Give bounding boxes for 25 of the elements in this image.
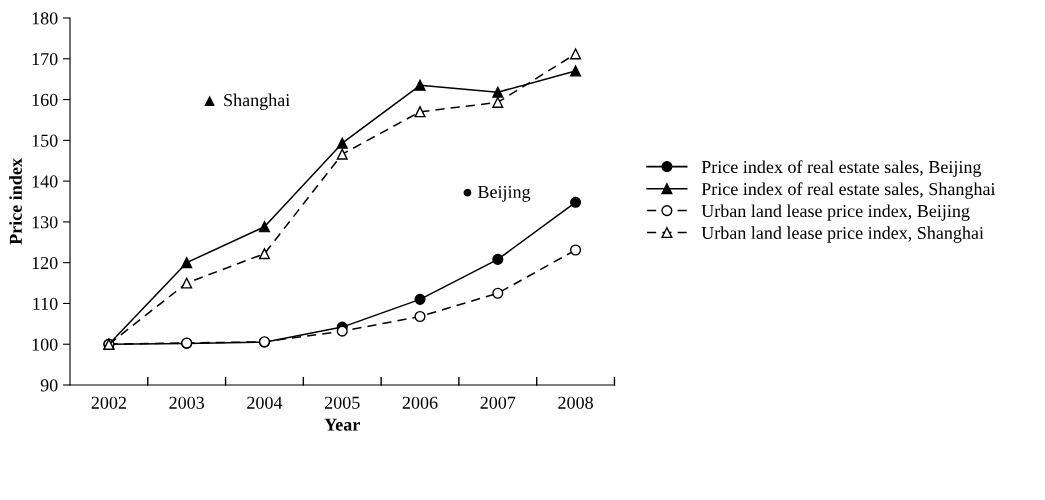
y-tick-label: 100 bbox=[32, 338, 58, 351]
y-axis-title: Price index bbox=[9, 158, 22, 245]
legend-label: Urban land lease price index, Shanghai bbox=[701, 226, 984, 243]
x-tick-label: 2002 bbox=[91, 396, 126, 409]
legend-label: Price index of real estate sales, Beijing bbox=[701, 160, 982, 177]
y-tick-label: 140 bbox=[32, 175, 58, 188]
y-tick-label: 90 bbox=[40, 379, 58, 392]
legend-label: Price index of real estate sales, Shanghai bbox=[701, 182, 996, 199]
x-tick-label: 2007 bbox=[480, 396, 516, 409]
legend-label: Urban land lease price index, Beijing bbox=[701, 204, 970, 221]
y-tick-label: 170 bbox=[32, 53, 58, 66]
x-tick-label: 2003 bbox=[169, 396, 205, 409]
y-tick-label: 110 bbox=[33, 297, 58, 310]
y-tick-label: 150 bbox=[32, 134, 58, 147]
y-tick-label: 160 bbox=[32, 93, 58, 106]
y-tick-label: 180 bbox=[32, 12, 58, 25]
x-tick-label: 2004 bbox=[247, 396, 283, 409]
annotation: ▲ Shanghai bbox=[204, 93, 290, 110]
x-tick-label: 2006 bbox=[402, 396, 438, 409]
y-tick-label: 130 bbox=[32, 216, 58, 229]
x-axis-title: Year bbox=[324, 418, 360, 431]
y-tick-label: 120 bbox=[32, 256, 58, 270]
x-tick-label: 2008 bbox=[558, 396, 593, 409]
x-tick-label: 2005 bbox=[324, 396, 360, 409]
annotation: ● Beijing bbox=[463, 185, 531, 202]
